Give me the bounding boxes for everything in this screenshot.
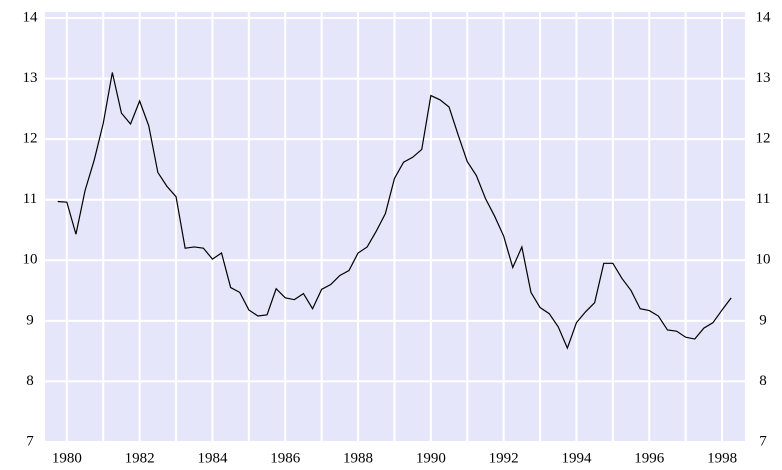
y2-tick-label: 12 bbox=[756, 131, 771, 147]
y-tick-label: 7 bbox=[26, 433, 34, 449]
y-tick-label: 10 bbox=[23, 252, 38, 268]
y2-tick-label: 13 bbox=[756, 70, 771, 86]
y-tick-label: 13 bbox=[23, 70, 38, 86]
y-tick-label: 14 bbox=[23, 9, 39, 25]
x-tick-label: 1996 bbox=[634, 450, 665, 466]
line bbox=[57, 72, 732, 350]
x-tick-label: 1980 bbox=[52, 450, 82, 466]
y2-tick-label: 9 bbox=[759, 312, 767, 328]
x-tick-label: 1992 bbox=[489, 450, 519, 466]
y-tick-label: 8 bbox=[26, 373, 34, 389]
y2-tick-label: 7 bbox=[759, 433, 767, 449]
y-tick-label: 12 bbox=[23, 131, 38, 147]
y2-tick-label: 11 bbox=[756, 191, 770, 207]
y2-tick-label: 10 bbox=[756, 252, 771, 268]
x-tick-label: 1986 bbox=[270, 450, 301, 466]
x-tick-label: 1990 bbox=[416, 450, 446, 466]
x-tick-label: 1994 bbox=[561, 450, 592, 466]
x-tick-label: 1984 bbox=[197, 450, 228, 466]
y2-tick-label: 14 bbox=[756, 9, 772, 25]
y-tick-label: 9 bbox=[26, 312, 34, 328]
x-tick-label: 1998 bbox=[707, 450, 737, 466]
x-tick-label: 1982 bbox=[125, 450, 155, 466]
y-tick-label: 11 bbox=[23, 191, 37, 207]
y2-tick-label: 8 bbox=[759, 373, 767, 389]
x-tick-label: 1988 bbox=[343, 450, 373, 466]
